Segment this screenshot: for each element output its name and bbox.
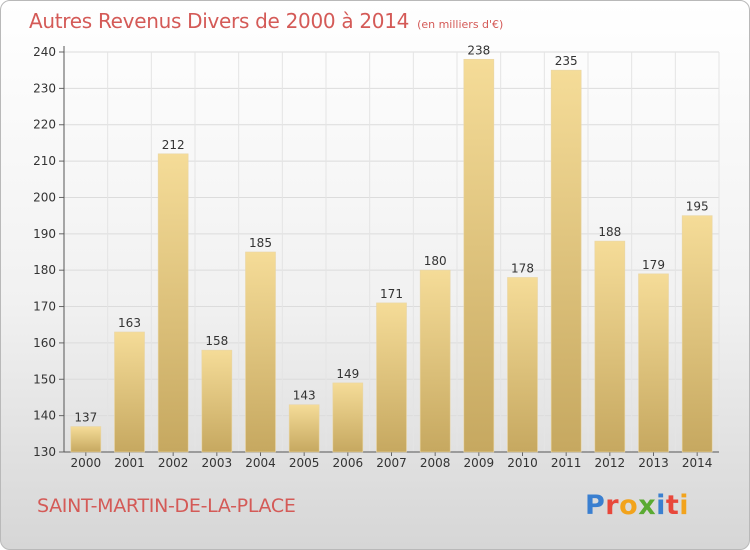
x-tick-label: 2010 (507, 456, 538, 470)
x-tick-label: 2012 (595, 456, 626, 470)
x-tick-label: 2011 (551, 456, 582, 470)
bar-2010 (507, 277, 538, 453)
y-tick-label: 130 (33, 445, 56, 459)
logo-letter: o (619, 490, 639, 521)
logo-letter: i (679, 490, 690, 521)
bar-2004 (245, 251, 276, 453)
bar-2007 (376, 302, 407, 453)
data-label-2014: 195 (686, 200, 709, 214)
bar-2001 (114, 331, 145, 453)
logo-letter: x (638, 490, 657, 521)
chart-subtitle: (en milliers d'€) (417, 18, 504, 31)
x-tick-label: 2007 (376, 456, 407, 470)
data-label-2004: 185 (249, 236, 272, 250)
x-tick-label: 2003 (202, 456, 233, 470)
data-label-2000: 137 (74, 411, 97, 425)
bar-2008 (419, 269, 451, 453)
bar-2005 (288, 404, 320, 453)
x-tick-label: 2001 (114, 456, 145, 470)
y-tick-label: 240 (33, 45, 56, 59)
data-label-2001: 163 (118, 316, 141, 330)
x-tick-label: 2005 (289, 456, 320, 470)
y-tick-label: 180 (33, 263, 56, 277)
bar-2000 (70, 426, 102, 453)
data-label-2003: 158 (205, 334, 228, 348)
chart-title: Autres Revenus Divers de 2000 à 2014 (29, 9, 410, 33)
x-tick-label: 2008 (420, 456, 451, 470)
bar-2012 (594, 240, 626, 453)
y-tick-label: 170 (33, 300, 56, 314)
place-name: SAINT-MARTIN-DE-LA-PLACE (37, 495, 296, 517)
bar-2006 (332, 382, 364, 453)
data-label-2007: 171 (380, 287, 403, 301)
logo-letter: r (605, 490, 620, 521)
y-tick-label: 230 (33, 81, 56, 95)
x-tick-label: 2002 (158, 456, 189, 470)
x-tick-label: 2009 (464, 456, 495, 470)
y-tick-label: 200 (33, 190, 56, 204)
data-label-2010: 178 (511, 261, 534, 275)
logo-letter: P (585, 490, 606, 521)
y-tick-label: 150 (33, 372, 56, 386)
data-labels: 137 163 212 158 185 143 149 171 180 238 178 235 188 1… (74, 43, 708, 424)
bar-2013 (638, 273, 669, 453)
logo-letter: i (656, 490, 666, 521)
bar-2002 (157, 153, 189, 453)
bar-2014 (681, 215, 713, 453)
bar-2011 (550, 69, 582, 453)
y-tick-label: 140 (33, 409, 56, 423)
x-tick-label: 2000 (71, 456, 102, 470)
y-tick-label: 190 (33, 227, 56, 241)
bar-2003 (201, 349, 233, 453)
data-label-2005: 143 (293, 389, 316, 403)
y-tick-label: 220 (33, 118, 56, 132)
y-tick-label: 210 (33, 154, 56, 168)
y-tick-label: 160 (33, 336, 56, 350)
proxiti-logo: Proxiti (585, 490, 689, 521)
data-label-2013: 179 (642, 258, 665, 272)
chart-title-block: Autres Revenus Divers de 2000 à 2014 (en … (29, 9, 503, 33)
bars (70, 58, 713, 453)
data-label-2006: 149 (336, 367, 359, 381)
x-tick-label: 2013 (638, 456, 669, 470)
data-label-2011: 235 (555, 54, 578, 68)
data-label-2008: 180 (424, 254, 447, 268)
logo-letter: t (665, 490, 680, 521)
data-label-2012: 188 (598, 225, 621, 239)
x-tick-label: 2004 (245, 456, 276, 470)
bar-2009 (463, 58, 495, 453)
tick-labels: 130 140 150 160 170 180 190 200 210 220 230 240 2000… (33, 45, 712, 470)
data-label-2002: 212 (162, 138, 185, 152)
x-tick-label: 2014 (682, 456, 713, 470)
x-tick-label: 2006 (333, 456, 364, 470)
data-label-2009: 238 (467, 43, 490, 57)
